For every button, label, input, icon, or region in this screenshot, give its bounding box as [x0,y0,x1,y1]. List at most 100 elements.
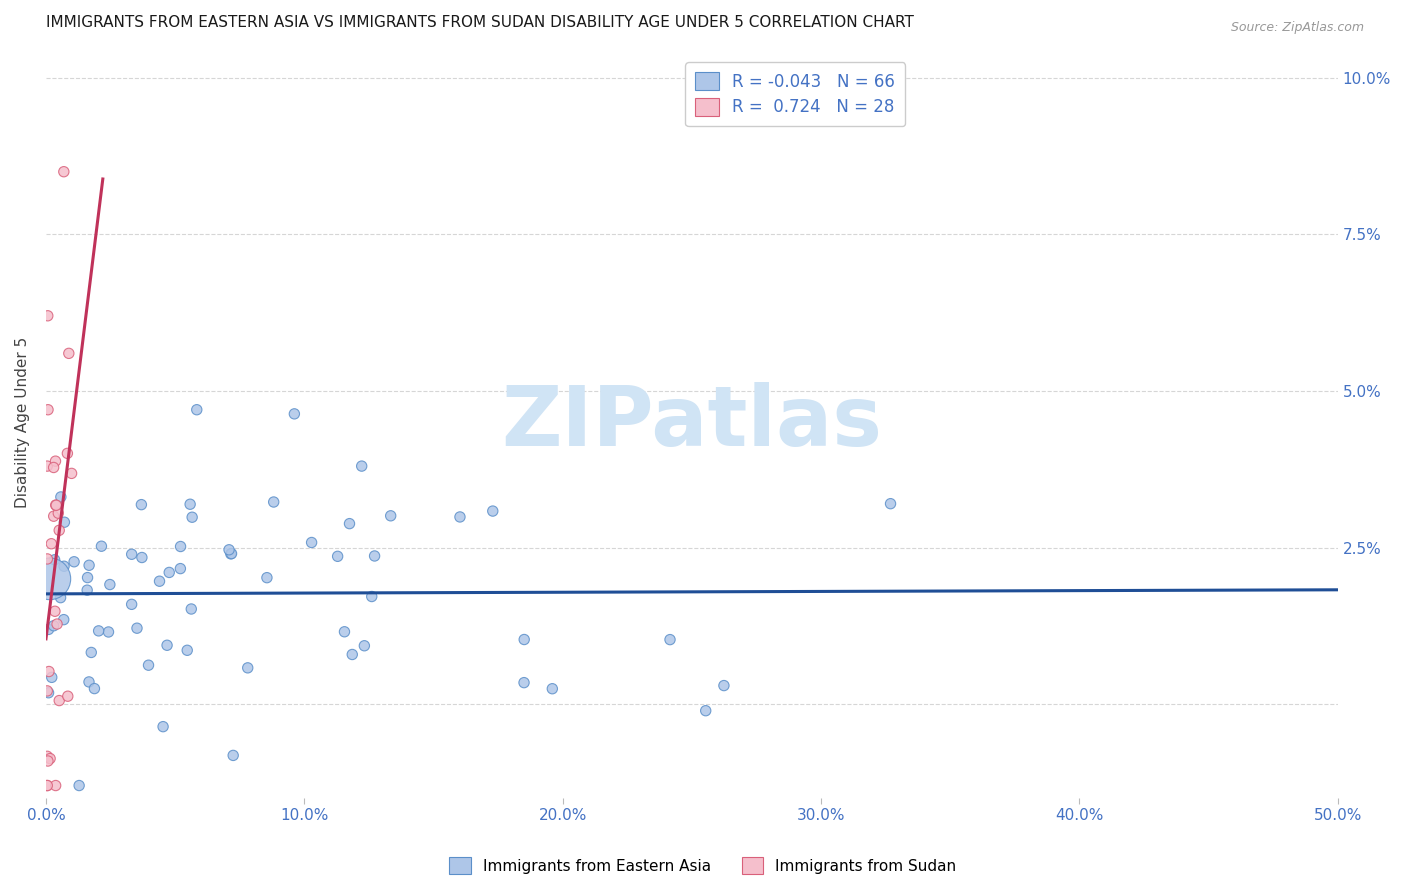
Point [44,553,66,567]
Point [121,547,143,561]
Point [58,346,80,360]
Point [63,555,86,569]
Legend: Immigrants from Eastern Asia, Immigrants from Sudan: Immigrants from Eastern Asia, Immigrants… [443,851,963,880]
Point [44,604,66,618]
Point [77,674,100,689]
Point [39,751,62,765]
Point [350,459,373,474]
Point [67,779,90,793]
Point [301,535,323,549]
Point [659,632,682,647]
Point [169,540,191,554]
Point [513,632,536,647]
Point [156,638,179,652]
Point [98,577,121,591]
Point [121,598,143,612]
Point [77,558,100,573]
Legend: R = -0.043   N = 66, R =  0.724   N = 28: R = -0.043 N = 66, R = 0.724 N = 28 [686,62,905,127]
Point [60,467,83,481]
Point [56,446,79,460]
Point [38,665,60,679]
Point [41,670,63,684]
Point [53,559,76,574]
Point [219,547,242,561]
Point [363,549,385,563]
Point [236,661,259,675]
Point [53,515,76,529]
Y-axis label: Disability Age Under 5: Disability Age Under 5 [15,336,30,508]
Point [87,624,110,638]
Point [353,639,375,653]
Point [37,779,59,793]
Point [45,498,67,512]
Point [180,602,202,616]
Point [37,684,59,698]
Point [80,645,103,659]
Point [339,516,361,531]
Point [37,402,59,417]
Point [333,624,356,639]
Point [38,572,60,586]
Point [44,454,66,468]
Point [360,590,382,604]
Point [90,539,112,553]
Point [713,679,735,693]
Point [152,720,174,734]
Point [48,524,70,538]
Point [263,495,285,509]
Point [37,459,59,474]
Point [283,407,305,421]
Point [76,571,98,585]
Point [169,561,191,575]
Point [131,498,153,512]
Point [46,506,69,520]
Point [218,542,240,557]
Point [83,681,105,696]
Point [52,613,75,627]
Point [37,754,59,768]
Point [342,648,364,662]
Point [186,402,208,417]
Point [256,571,278,585]
Point [181,510,204,524]
Point [38,686,60,700]
Point [138,658,160,673]
Point [222,748,245,763]
Point [37,779,59,793]
Point [97,624,120,639]
Point [176,643,198,657]
Point [76,583,98,598]
Point [42,460,65,475]
Text: ZIPatlas: ZIPatlas [502,382,883,463]
Point [157,566,180,580]
Point [42,619,65,633]
Point [148,574,170,589]
Point [56,689,79,703]
Point [46,617,69,632]
Point [37,552,59,566]
Point [513,675,536,690]
Point [380,508,402,523]
Point [179,497,201,511]
Text: IMMIGRANTS FROM EASTERN ASIA VS IMMIGRANTS FROM SUDAN DISABILITY AGE UNDER 5 COR: IMMIGRANTS FROM EASTERN ASIA VS IMMIGRAN… [46,15,914,30]
Point [49,591,72,605]
Point [131,550,153,565]
Point [879,497,901,511]
Point [42,509,65,524]
Point [326,549,349,564]
Point [37,749,59,764]
Point [481,504,503,518]
Point [221,547,243,561]
Text: Source: ZipAtlas.com: Source: ZipAtlas.com [1230,21,1364,35]
Point [541,681,564,696]
Point [41,537,63,551]
Point [449,510,471,524]
Point [37,309,59,323]
Point [49,490,72,504]
Point [45,498,67,512]
Point [125,621,148,635]
Point [52,165,75,179]
Point [45,779,67,793]
Point [695,704,717,718]
Point [38,623,60,637]
